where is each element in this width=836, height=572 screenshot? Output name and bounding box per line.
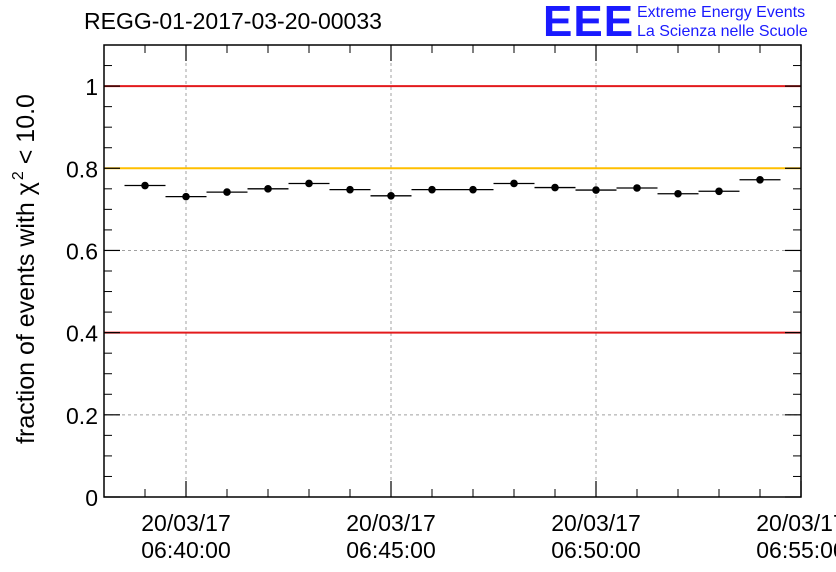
data-point — [428, 185, 436, 194]
data-series — [124, 175, 781, 201]
data-point — [223, 188, 231, 196]
x-tick-label-time: 06:55:00 — [756, 537, 836, 563]
data-point — [510, 179, 518, 188]
data-point — [715, 187, 723, 196]
y-tick-label: 0.8 — [66, 156, 98, 182]
y-tick-label: 0.2 — [66, 403, 98, 429]
x-tick-label-date: 20/03/17 — [756, 510, 836, 536]
y-tick-label: 0.4 — [66, 321, 98, 347]
data-point — [592, 186, 600, 194]
data-point — [551, 183, 559, 192]
data-point — [182, 192, 190, 201]
tick-labels: 00.20.40.60.8120/03/1706:40:0020/03/1706… — [66, 74, 836, 563]
data-point — [756, 175, 764, 184]
y-axis-label: fraction of events with χ2 < 10.0 — [10, 94, 40, 444]
x-tick-label-date: 20/03/17 — [346, 510, 436, 536]
data-point — [387, 192, 395, 200]
grid-layer — [104, 45, 801, 497]
x-tick-label-date: 20/03/17 — [551, 510, 641, 536]
axis-ticks — [103, 44, 802, 498]
eee-logo: EEE Extreme Energy Events La Scienza nel… — [543, 0, 836, 46]
plot-frame — [103, 44, 802, 498]
data-point — [305, 179, 313, 188]
y-tick-label: 0 — [85, 485, 98, 511]
x-tick-label-time: 06:45:00 — [346, 537, 436, 563]
reference-lines — [104, 85, 801, 334]
data-point — [346, 185, 354, 194]
logo-line-1: Extreme Energy Events — [637, 4, 806, 21]
data-point — [633, 184, 641, 192]
x-tick-label-time: 06:40:00 — [141, 537, 231, 563]
eee-logo-mark: EEE — [543, 0, 635, 46]
data-point — [141, 181, 149, 190]
logo-line-2: La Scienza nelle Scuole — [637, 23, 808, 40]
x-tick-label-time: 06:50:00 — [551, 537, 641, 563]
chart-title: REGG-01-2017-03-20-00033 — [84, 8, 382, 34]
data-point — [264, 185, 272, 193]
data-point — [674, 189, 682, 198]
x-tick-label-date: 20/03/17 — [141, 510, 231, 536]
data-point — [469, 185, 477, 194]
y-tick-label: 0.6 — [66, 238, 98, 264]
y-tick-label: 1 — [85, 74, 98, 100]
